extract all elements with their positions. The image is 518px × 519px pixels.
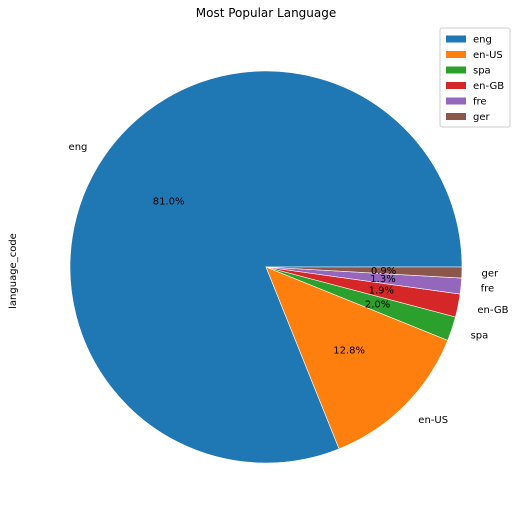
percent-label-fre: 1.3%: [370, 274, 395, 285]
legend-label-eng: eng: [473, 35, 492, 46]
slice-label-spa: spa: [471, 331, 489, 342]
slice-labels: eng en-US spa en-GB fre ger: [69, 142, 509, 426]
legend-swatch-fre: [446, 97, 466, 105]
legend-label-en-US: en-US: [473, 50, 503, 61]
legend-swatch-spa: [446, 66, 466, 74]
slice-label-en-US: en-US: [418, 415, 448, 426]
pie-slices: [69, 70, 463, 464]
pie-slice-en-US: [265, 266, 449, 450]
legend-swatch-eng: [446, 35, 466, 43]
percent-label-en-US: 12.8%: [333, 346, 365, 357]
slice-label-fre: fre: [481, 284, 495, 295]
percent-label-eng: 81.0%: [153, 197, 185, 208]
legend-label-spa: spa: [473, 66, 491, 77]
slice-label-en-GB: en-GB: [477, 305, 508, 316]
slice-label-ger: ger: [482, 269, 500, 280]
legend-swatch-ger: [446, 113, 466, 120]
legend-swatch-en-GB: [446, 82, 466, 89]
chart-title: Most Popular Language: [196, 6, 337, 20]
percent-label-ger: 0.9%: [371, 266, 396, 277]
percent-label-en-GB: 1.9%: [369, 286, 394, 297]
percent-label-spa: 2.0%: [365, 300, 390, 311]
legend-label-en-GB: en-GB: [473, 81, 504, 92]
slice-label-eng: eng: [69, 142, 88, 153]
pie-slice-ger: [265, 266, 463, 279]
legend-label-fre: fre: [473, 97, 487, 108]
percent-labels: 81.0% 12.8% 2.0% 1.9%1.3%0.9%: [153, 197, 397, 357]
legend-swatch-en-US: [446, 51, 466, 58]
legend-label-ger: ger: [473, 112, 491, 123]
legend: eng en-US spa en-GB fre ger: [439, 27, 511, 128]
y-axis-label: language_code: [8, 233, 19, 309]
